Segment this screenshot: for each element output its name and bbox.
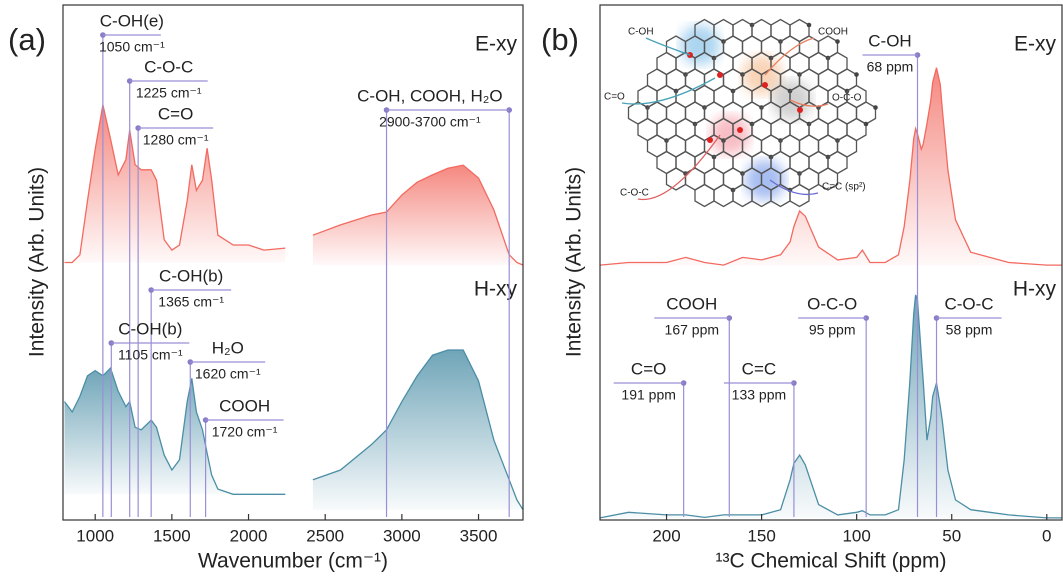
inset-label: O-C-O — [832, 93, 862, 104]
oxygen-atom — [707, 137, 713, 143]
x-tick-label: 2500 — [306, 526, 344, 545]
annotation-value: 1105 cm⁻¹ — [118, 347, 183, 363]
inset-label: C=O — [604, 92, 625, 103]
annotation-label: C-O-C — [144, 57, 193, 76]
x-tick-label: 0 — [1042, 526, 1051, 545]
pointer — [638, 135, 720, 199]
inset-label: C-OH — [628, 27, 654, 38]
oxygen-atom — [737, 127, 743, 133]
carbon-ring — [733, 185, 752, 207]
oxygen-atom — [762, 82, 768, 88]
panel-label: (a) — [8, 22, 46, 57]
x-tick-label: 200 — [652, 526, 680, 545]
atom — [807, 23, 812, 28]
y-axis-title: Intensity (Arb. Units) — [563, 167, 586, 357]
annotation-value: 191 ppm — [621, 387, 675, 403]
carbon-ring — [790, 185, 809, 207]
highlight-glow — [745, 160, 785, 200]
annotation-value: 2900-3700 cm⁻¹ — [379, 114, 481, 130]
atom — [873, 105, 878, 110]
annotation-value: 1225 cm⁻¹ — [136, 85, 202, 101]
series-label: E-xy — [1014, 33, 1057, 56]
x-tick-label: 3000 — [383, 526, 421, 545]
annotation-value: 1720 cm⁻¹ — [212, 424, 278, 440]
highlight-glow — [772, 80, 812, 120]
annotation-label: C-OH(e) — [100, 11, 164, 30]
annotation-value: 1280 cm⁻¹ — [143, 132, 209, 148]
pointer — [622, 78, 715, 104]
atom — [864, 122, 869, 127]
annotation-label: O-C-O — [807, 294, 857, 313]
figure: E-xy H-xy C-OH(e) 1050 cm⁻¹ C-O-C 1225 cm⁻¹ C=… — [0, 0, 1063, 577]
atom — [854, 72, 859, 77]
x-tick-label: 50 — [942, 526, 961, 545]
series-label: H-xy — [1013, 278, 1057, 301]
oxygen-atom — [797, 107, 803, 113]
annotation-label: C-OH(b) — [159, 266, 223, 285]
highlight-glow — [710, 115, 750, 155]
area-fill — [600, 68, 1062, 265]
series-label: H-xy — [474, 278, 518, 301]
annotation-label: COOH — [219, 396, 270, 415]
x-tick-label: 3500 — [460, 526, 498, 545]
spectrum-line — [600, 68, 1062, 265]
panel-label: (b) — [541, 22, 579, 57]
x-axis-title: Wavenumber (cm⁻¹) — [198, 550, 388, 573]
annotation-label: C-OH, COOH, H₂O — [357, 86, 502, 105]
carbon-ring — [695, 185, 714, 207]
annotation-value: 167 ppm — [665, 322, 719, 338]
annotation-value: 95 ppm — [809, 322, 856, 338]
x-tick-label: 1000 — [76, 526, 114, 545]
area-fill — [313, 165, 523, 265]
annotation-label: C=C — [742, 359, 776, 378]
series-label: E-xy — [475, 33, 518, 56]
annotation-value: 68 ppm — [867, 59, 914, 75]
annotation-label: COOH — [666, 294, 717, 313]
x-tick-label: 1500 — [153, 526, 191, 545]
annotation-label: C-OH(b) — [118, 319, 182, 338]
annotation-label: C=O — [158, 104, 193, 123]
annotation-label: C=O — [631, 359, 666, 378]
page: E-xy H-xy C-OH(e) 1050 cm⁻¹ C-O-C 1225 cm⁻¹ C=… — [0, 0, 1063, 577]
x-tick-label: 150 — [747, 526, 775, 545]
y-axis-title: Intensity (Arb. Units) — [26, 167, 49, 357]
oxygen-atom — [717, 72, 723, 78]
annotation-value: 1050 cm⁻¹ — [99, 39, 165, 55]
x-tick-label: 2000 — [230, 526, 268, 545]
carbon-ring — [714, 185, 733, 207]
x-axis-title: ¹³C Chemical Shift (ppm) — [715, 550, 946, 573]
annotation-value: 58 ppm — [946, 322, 993, 338]
inset-label: COOH — [818, 27, 848, 38]
annotation-value: 133 ppm — [732, 387, 786, 403]
annotation-value: 1365 cm⁻¹ — [158, 294, 224, 310]
annotation-value: 1620 cm⁻¹ — [195, 366, 261, 382]
annotation-label: C-OH — [868, 31, 911, 50]
inset-label: C=C (sp²) — [822, 182, 866, 193]
annotation-label: C-O-C — [944, 294, 993, 313]
annotation-label: H₂O — [212, 338, 244, 357]
inset-label: C-O-C — [620, 188, 649, 199]
x-tick-label: 100 — [842, 526, 870, 545]
atom — [835, 39, 840, 44]
inset-molecule: C-OH COOH C=O O-C-O C-O-C C=C (sp²) — [604, 20, 878, 207]
